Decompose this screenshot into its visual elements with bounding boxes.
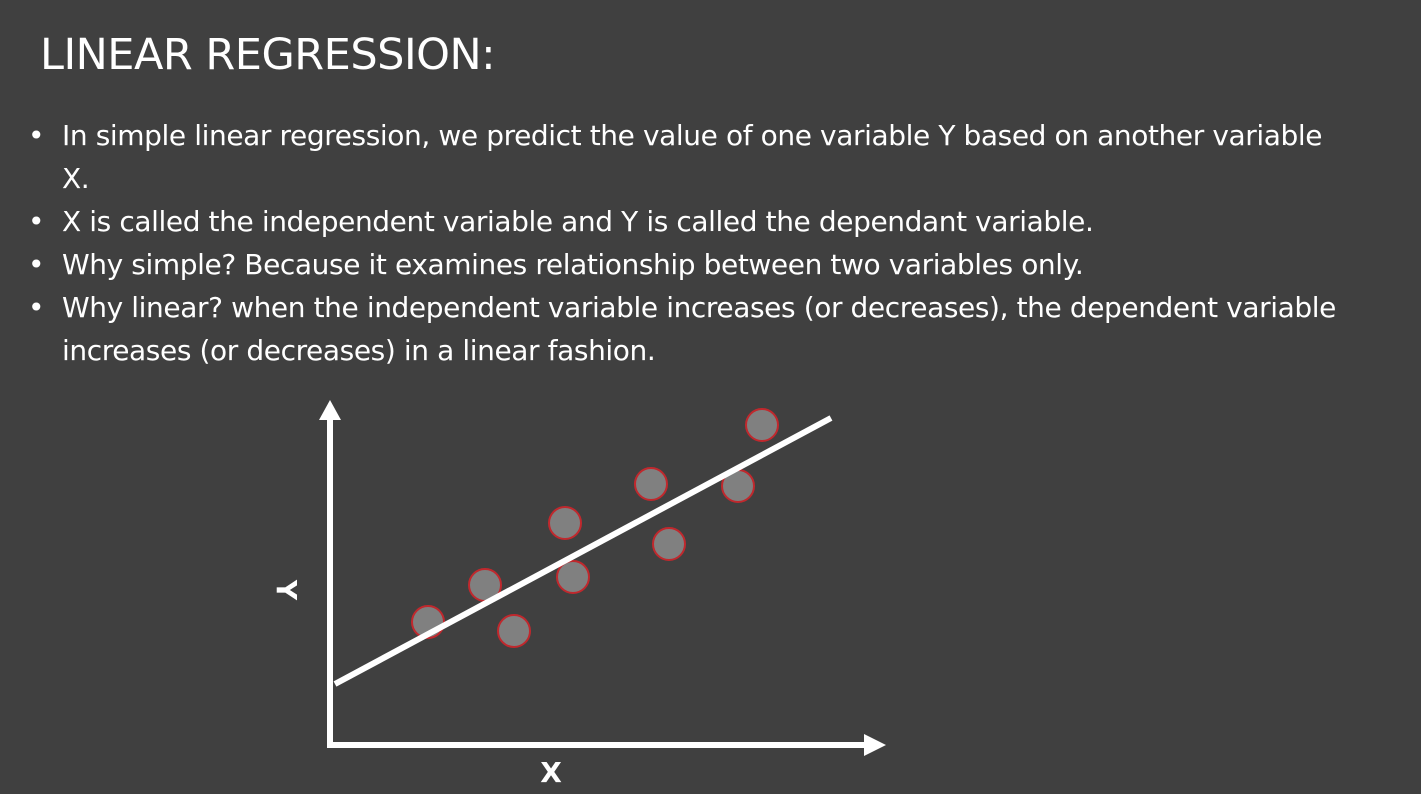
bullet-list: • In simple linear regression, we predic…	[26, 114, 1346, 372]
bullet-dot-icon: •	[27, 205, 45, 238]
data-point	[634, 467, 668, 501]
x-axis-arrowhead-icon	[864, 734, 886, 756]
regression-line	[333, 415, 833, 687]
bullet-text: Why linear? when the independent variabl…	[62, 291, 1336, 367]
bullet-text: X is called the independent variable and…	[62, 205, 1094, 238]
bullet-item: • X is called the independent variable a…	[26, 200, 1346, 243]
regression-diagram: Y X	[270, 400, 886, 789]
y-axis-label: Y	[270, 579, 303, 601]
x-axis-label: X	[540, 756, 562, 789]
data-point	[556, 560, 590, 594]
bullet-text: Why simple? Because it examines relation…	[62, 248, 1084, 281]
bullet-dot-icon: •	[27, 119, 45, 152]
y-axis-arrowhead-icon	[319, 400, 341, 420]
bullet-item: • Why linear? when the independent varia…	[26, 286, 1346, 372]
data-point	[745, 408, 779, 442]
bullet-item: • Why simple? Because it examines relati…	[26, 243, 1346, 286]
bullet-dot-icon: •	[27, 248, 45, 281]
scatter-points	[411, 408, 779, 648]
bullet-item: • In simple linear regression, we predic…	[26, 114, 1346, 200]
bullet-text: In simple linear regression, we predict …	[62, 119, 1323, 195]
slide-title: LINEAR REGRESSION:	[40, 30, 496, 80]
data-point	[652, 527, 686, 561]
data-point	[497, 614, 531, 648]
data-point	[548, 506, 582, 540]
bullet-dot-icon: •	[27, 291, 45, 324]
